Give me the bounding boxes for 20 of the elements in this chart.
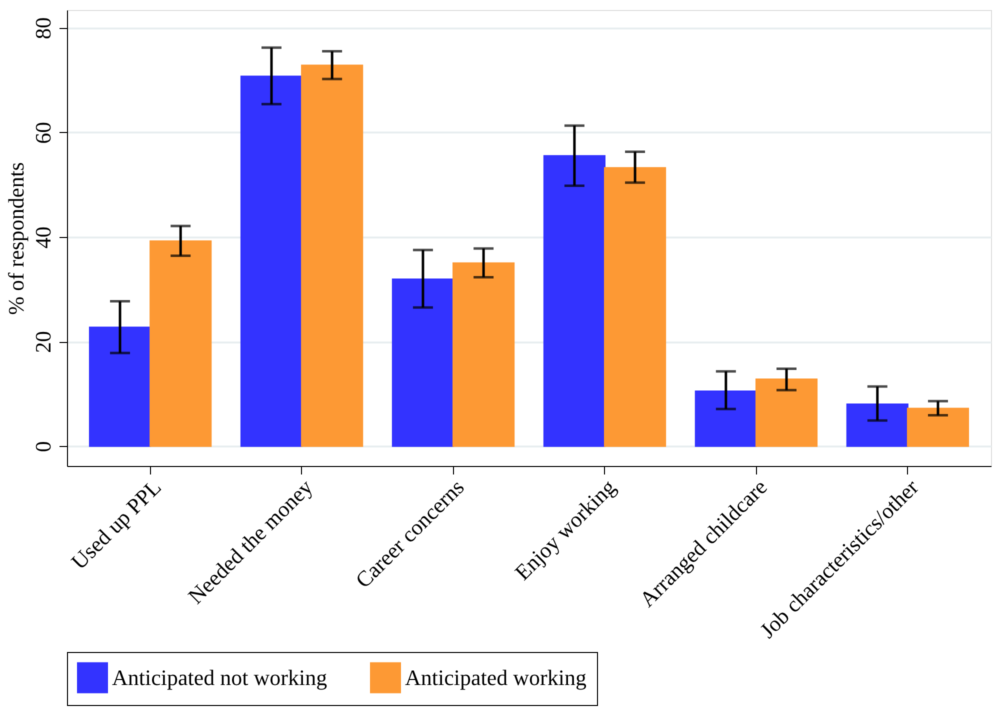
bar xyxy=(906,408,970,447)
bar xyxy=(240,76,303,447)
y-tick-label: 0 xyxy=(30,441,56,452)
bar xyxy=(452,262,515,447)
y-axis-title: % of respondents xyxy=(4,162,28,315)
bar xyxy=(150,240,212,447)
legend-label: Anticipated not working xyxy=(112,664,328,690)
y-tick-label: 80 xyxy=(30,17,56,40)
bar xyxy=(755,378,818,447)
bar xyxy=(604,167,666,447)
bar xyxy=(543,155,606,447)
y-tick-label: 20 xyxy=(30,331,56,354)
bar xyxy=(694,390,757,447)
y-tick-label: 60 xyxy=(30,122,56,144)
bar xyxy=(846,404,908,447)
bar xyxy=(392,278,454,447)
y-tick-label: 40 xyxy=(30,226,56,248)
bar xyxy=(301,64,364,447)
legend-label: Anticipated working xyxy=(405,664,586,690)
bar xyxy=(88,326,152,447)
